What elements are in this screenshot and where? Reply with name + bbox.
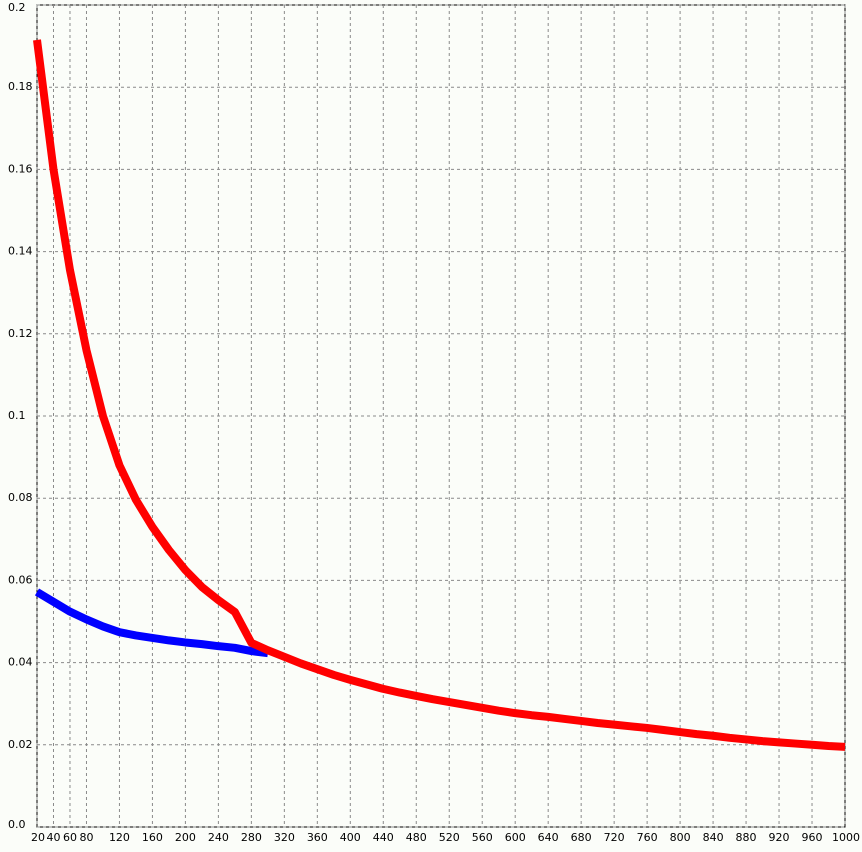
y-tick-label: 0.16 [8, 162, 33, 175]
x-tick-label: 920 [769, 831, 790, 844]
lines [33, 39, 846, 751]
x-tick-label: 720 [604, 831, 625, 844]
y-tick-label: 0.06 [8, 573, 33, 586]
x-tick-label: 640 [538, 831, 559, 844]
y-tick-label: 0.08 [8, 491, 33, 504]
y-tick-label: 0.02 [8, 738, 33, 751]
grid [36, 4, 846, 828]
x-tick-label: 400 [340, 831, 361, 844]
x-tick-label: 880 [736, 831, 757, 844]
x-tick-label: 560 [472, 831, 493, 844]
data-line [33, 39, 846, 751]
x-tick-label: 240 [208, 831, 229, 844]
x-tick-label: 60 [63, 831, 77, 844]
labels: 0.0 0.02 0.04 0.06 0.08 0.1 0.12 0.14 0.16 0.18 0.… [8, 1, 860, 844]
x-tick-label: 840 [703, 831, 724, 844]
x-tick-label: 40 [46, 831, 60, 844]
x-tick-label: 680 [571, 831, 592, 844]
x-tick-label: 760 [637, 831, 658, 844]
y-tick-label: 0.18 [8, 80, 33, 93]
x-tick-label: 960 [802, 831, 823, 844]
data-line [34, 588, 269, 658]
x-tick-label: 320 [274, 831, 295, 844]
x-tick-label: 360 [307, 831, 328, 844]
x-tick-label: 280 [241, 831, 262, 844]
x-tick-label: 160 [142, 831, 163, 844]
x-tick-label: 1000 [832, 831, 860, 844]
y-tick-label: 0.04 [8, 656, 33, 669]
y-tick-label: 0.1 [8, 409, 26, 422]
x-tick-label: 120 [109, 831, 130, 844]
x-tick-label: 200 [175, 831, 196, 844]
x-tick-label: 440 [373, 831, 394, 844]
y-tick-label: 0.0 [8, 818, 26, 831]
x-tick-label: 520 [439, 831, 460, 844]
x-tick-label: 480 [406, 831, 427, 844]
x-tick-label: 80 [79, 831, 93, 844]
x-tick-label: 800 [670, 831, 691, 844]
x-tick-label: 600 [505, 831, 526, 844]
y-tick-label: 0.14 [8, 245, 33, 258]
y-tick-label: 0.2 [8, 1, 26, 14]
y-tick-label: 0.12 [8, 327, 33, 340]
x-tick-label: 20 [31, 831, 45, 844]
